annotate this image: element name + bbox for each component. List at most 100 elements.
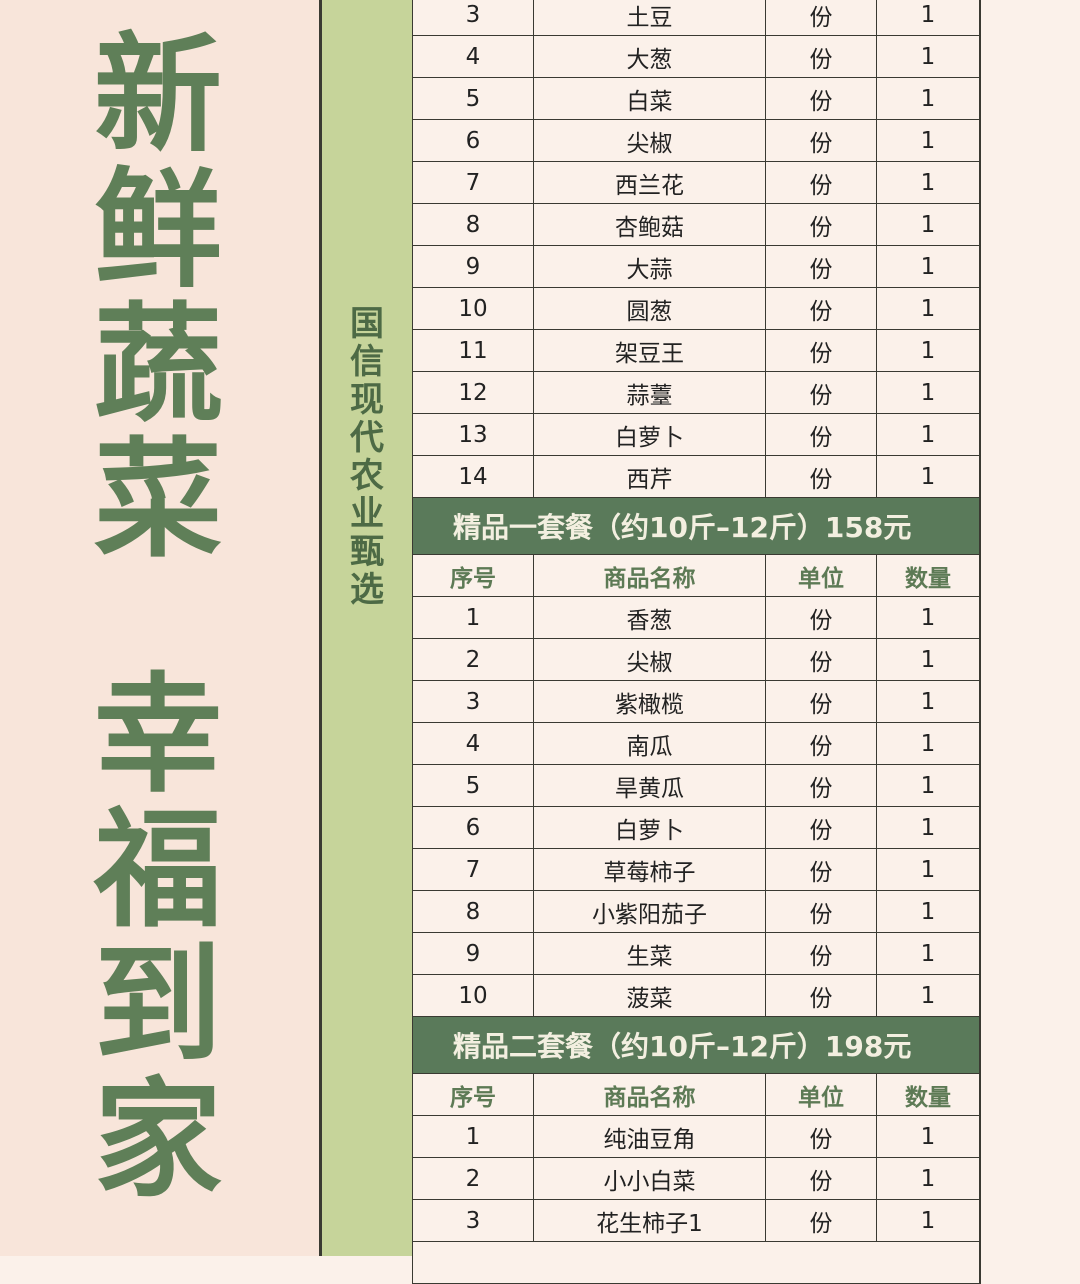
slogan-line-2: 幸福到家 <box>88 668 228 1208</box>
slogan-char: 福 <box>93 796 222 945</box>
item-quantity: 1 <box>920 1165 936 1192</box>
item-quantity: 1 <box>920 772 936 799</box>
item-index: 2 <box>413 639 534 680</box>
item-index: 13 <box>413 414 534 455</box>
table-row: 8 杏鲍菇份 1 <box>413 204 979 246</box>
side-label-char: 国 <box>350 304 384 344</box>
item-name: 杏鲍菇 <box>534 204 766 245</box>
item-name: 纯油豆角 <box>534 1116 766 1157</box>
item-unit: 份 <box>766 597 877 638</box>
column-header: 数量 <box>905 565 951 592</box>
item-name: 生菜 <box>534 933 766 974</box>
item-name: 大蒜 <box>534 246 766 287</box>
table-row: 7 西兰花份 1 <box>413 162 979 204</box>
table-row: 14 西芹份 1 <box>413 456 979 498</box>
item-quantity: 1 <box>920 337 936 364</box>
item-index: 11 <box>413 330 534 371</box>
item-unit: 份 <box>766 723 877 764</box>
item-quantity: 1 <box>920 127 936 154</box>
table-row: 1 香葱份 1 <box>413 597 979 639</box>
item-unit: 份 <box>766 456 877 497</box>
table-row: 13 白萝卜份 1 <box>413 414 979 456</box>
item-index: 6 <box>413 807 534 848</box>
item-name: 土豆 <box>534 0 766 35</box>
item-quantity: 1 <box>920 379 936 406</box>
slogan-char: 菜 <box>93 426 222 575</box>
table-row: 2 尖椒份 1 <box>413 639 979 681</box>
item-quantity: 1 <box>920 295 936 322</box>
item-unit: 份 <box>766 204 877 245</box>
slogan-line-1: 新鲜蔬菜 <box>88 28 228 568</box>
item-name: 香葱 <box>534 597 766 638</box>
slogan-char: 家 <box>93 1066 222 1215</box>
left-panel <box>0 0 320 1256</box>
item-index: 10 <box>413 975 534 1016</box>
item-index: 3 <box>413 0 534 35</box>
column-header: 商品名称 <box>534 1074 766 1115</box>
item-name: 紫橄榄 <box>534 681 766 722</box>
item-index: 5 <box>413 765 534 806</box>
table-row: 3 土豆份 1 <box>413 0 979 36</box>
item-index: 3 <box>413 1200 534 1241</box>
item-index: 12 <box>413 372 534 413</box>
item-name: 大葱 <box>534 36 766 77</box>
item-unit: 份 <box>766 36 877 77</box>
item-quantity: 1 <box>920 730 936 757</box>
table-row: 10 圆葱份 1 <box>413 288 979 330</box>
item-unit: 份 <box>766 288 877 329</box>
item-name: 菠菜 <box>534 975 766 1016</box>
column-header: 商品名称 <box>534 555 766 596</box>
item-index: 8 <box>413 204 534 245</box>
item-unit: 份 <box>766 807 877 848</box>
table-row: 3 紫橄榄份 1 <box>413 681 979 723</box>
item-quantity: 1 <box>920 982 936 1009</box>
column-header-row: 序号 商品名称 单位 数量 <box>413 1074 979 1116</box>
item-name: 白菜 <box>534 78 766 119</box>
table-row: 3 花生柿子1 份 1 <box>413 1200 979 1242</box>
item-quantity: 1 <box>920 646 936 673</box>
column-header: 序号 <box>413 555 534 596</box>
item-unit: 份 <box>766 372 877 413</box>
item-unit: 份 <box>766 1158 877 1199</box>
item-unit: 份 <box>766 975 877 1016</box>
item-index: 4 <box>413 36 534 77</box>
item-index: 7 <box>413 162 534 203</box>
side-label-char: 选 <box>350 570 384 610</box>
item-unit: 份 <box>766 0 877 35</box>
package-title-bar: 精品一套餐（约10斤–12斤）158元 <box>413 498 979 555</box>
column-header: 数量 <box>905 1084 951 1111</box>
side-label: 国信现代农业甄选 <box>346 305 388 609</box>
item-index: 1 <box>413 1116 534 1157</box>
side-label-char: 代 <box>350 418 384 458</box>
item-name: 架豆王 <box>534 330 766 371</box>
table-row: 9 生菜份 1 <box>413 933 979 975</box>
side-label-char: 信 <box>350 342 384 382</box>
item-name: 西芹 <box>534 456 766 497</box>
table-row: 7 草莓柿子份 1 <box>413 849 979 891</box>
item-unit: 份 <box>766 120 877 161</box>
item-unit: 份 <box>766 1116 877 1157</box>
item-index: 7 <box>413 849 534 890</box>
item-quantity: 1 <box>920 1 936 28</box>
table-row <box>413 1242 979 1284</box>
item-quantity: 1 <box>920 940 936 967</box>
item-index: 9 <box>413 246 534 287</box>
table-row: 4 大葱份 1 <box>413 36 979 78</box>
column-header: 单位 <box>766 1074 877 1115</box>
item-unit: 份 <box>766 891 877 932</box>
item-name: 小小白菜 <box>534 1158 766 1199</box>
divider <box>319 0 322 1256</box>
item-name: 西兰花 <box>534 162 766 203</box>
item-unit: 份 <box>766 765 877 806</box>
item-name: 白萝卜 <box>534 807 766 848</box>
item-name: 尖椒 <box>534 639 766 680</box>
column-header: 单位 <box>766 555 877 596</box>
table-row: 2 小小白菜份 1 <box>413 1158 979 1200</box>
side-label-char: 农 <box>350 456 384 496</box>
item-quantity: 1 <box>920 85 936 112</box>
item-quantity: 1 <box>920 856 936 883</box>
slogan-char: 到 <box>93 931 222 1080</box>
item-unit: 份 <box>766 1200 877 1241</box>
item-index: 3 <box>413 681 534 722</box>
item-quantity: 1 <box>920 43 936 70</box>
